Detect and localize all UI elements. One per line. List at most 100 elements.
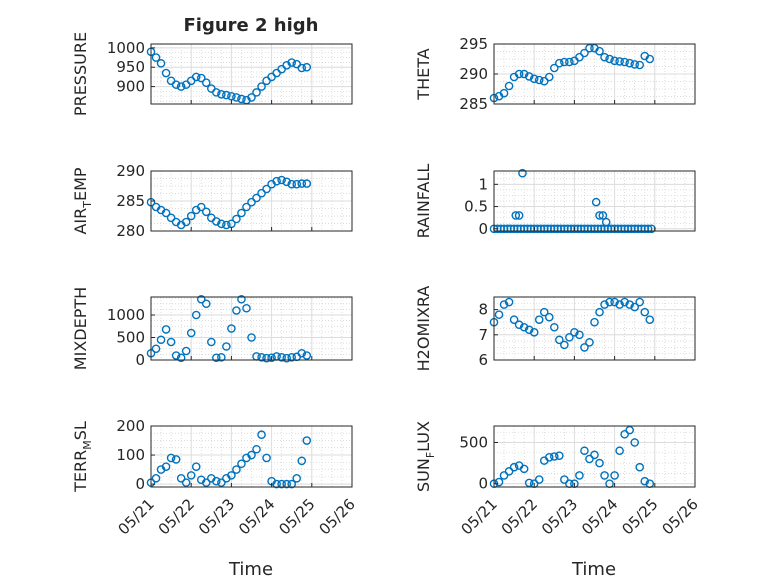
data-point (287, 352, 297, 362)
data-point (292, 179, 302, 189)
data-point (504, 467, 514, 476)
data-point (615, 57, 624, 66)
data-point (514, 69, 524, 79)
data-point (282, 353, 291, 363)
data-point (217, 478, 226, 487)
data-point (302, 179, 312, 188)
data-point (630, 438, 640, 447)
y-tick-label: 0 (478, 220, 488, 238)
data-point (252, 88, 261, 97)
data-point (595, 307, 604, 317)
data-point (494, 310, 504, 319)
data-point (524, 72, 534, 81)
data-point (166, 453, 176, 463)
data-point (212, 88, 221, 97)
y-tick-label: 6 (478, 351, 488, 369)
data-point (590, 317, 599, 327)
data-point (630, 60, 640, 69)
data-point (565, 333, 574, 342)
data-point (252, 444, 261, 454)
data-point (237, 459, 246, 469)
data-point (560, 57, 569, 67)
y-tick-label: 1000 (107, 306, 145, 324)
data-point (287, 58, 297, 67)
data-point (550, 452, 559, 461)
data-point (575, 330, 584, 340)
data-point (217, 90, 226, 99)
y-tick-label: 290 (116, 162, 145, 180)
data-point (176, 82, 186, 91)
data-point (277, 175, 286, 185)
data-point (257, 82, 266, 91)
axes-box (150, 425, 353, 488)
data-point (499, 88, 509, 98)
data-point (176, 473, 186, 483)
axes-box (493, 296, 696, 361)
data-point (222, 342, 231, 351)
y-tick-label: 200 (116, 417, 145, 435)
data-point (237, 294, 246, 304)
data-point (615, 300, 624, 309)
data-point (292, 473, 302, 483)
data-point (600, 471, 609, 480)
data-point (166, 213, 176, 223)
data-point (643, 224, 653, 234)
data-point (247, 450, 256, 460)
subplot-rainfall: 0 0.5 1 RAINFALL (414, 164, 696, 238)
data-point (242, 202, 251, 212)
data-point (615, 446, 624, 456)
data-point (555, 58, 564, 68)
y-tick-label: 100 (116, 446, 145, 464)
data-point (630, 302, 640, 312)
data-point (601, 217, 611, 227)
data-point (257, 430, 266, 440)
data-point (201, 78, 211, 88)
y-tick-label: 500 (459, 433, 488, 451)
data-point (610, 471, 619, 480)
data-point (277, 352, 286, 362)
data-point (191, 462, 201, 471)
data-point (595, 211, 604, 220)
data-point (575, 52, 584, 62)
data-point (151, 344, 161, 354)
data-point (529, 74, 539, 84)
data-point (514, 211, 524, 220)
data-point (499, 471, 509, 480)
data-point (161, 462, 171, 471)
y-axis-label: TERRMSL (71, 421, 94, 493)
data-point (575, 471, 584, 480)
data-point (181, 478, 191, 487)
data-point (161, 325, 171, 334)
data-point (287, 479, 297, 489)
data-point (232, 214, 241, 224)
data-point (232, 306, 241, 315)
data-point (534, 75, 544, 85)
data-point (580, 48, 589, 58)
data-point (272, 176, 281, 186)
y-tick-label: 295 (459, 35, 488, 53)
data-point (620, 57, 629, 67)
data-point (166, 337, 176, 347)
data-point (186, 211, 196, 221)
subplot-mixdepth: 0 500 1000 MIXDEPTH (71, 287, 353, 370)
data-point (247, 197, 256, 207)
data-point (297, 179, 307, 188)
data-point (222, 220, 231, 230)
data-point (539, 307, 549, 317)
data-point (237, 208, 246, 218)
data-point (201, 478, 211, 487)
data-point (222, 90, 231, 100)
data-point (156, 335, 166, 345)
data-point (598, 211, 608, 220)
data-point (176, 353, 186, 363)
axes-box (493, 170, 696, 232)
data-point (565, 57, 574, 67)
data-point (590, 450, 599, 460)
data-point (247, 333, 256, 342)
data-point (237, 94, 246, 104)
data-point (625, 300, 634, 309)
data-point (181, 217, 191, 227)
data-point (534, 315, 544, 324)
data-point (282, 479, 291, 489)
